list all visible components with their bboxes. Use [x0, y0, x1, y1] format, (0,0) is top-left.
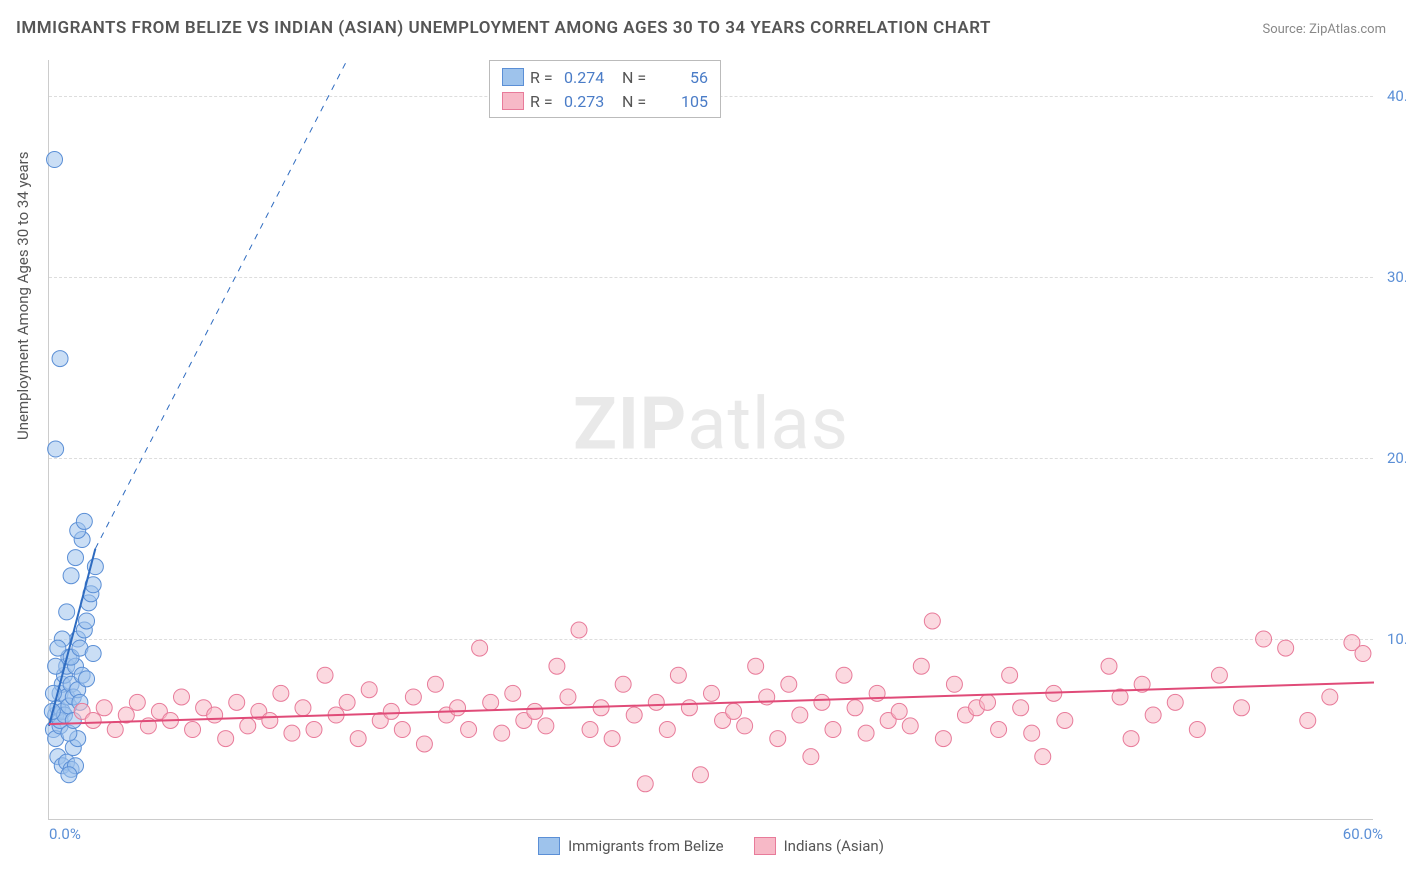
y-tick: 10.0% — [1377, 630, 1406, 648]
legend-label-belize: Immigrants from Belize — [568, 837, 724, 855]
legend-row-indians: R = 0.273 N = 105 — [502, 89, 708, 113]
x-axis-min: 0.0% — [49, 825, 81, 843]
legend-correlation: R = 0.274 N = 56 R = 0.273 N = 105 — [489, 60, 721, 118]
legend-row-belize: R = 0.274 N = 56 — [502, 65, 708, 89]
y-tick: 20.0% — [1377, 449, 1406, 467]
correlation-chart: IMMIGRANTS FROM BELIZE VS INDIAN (ASIAN)… — [0, 0, 1406, 892]
chart-title: IMMIGRANTS FROM BELIZE VS INDIAN (ASIAN)… — [16, 18, 991, 38]
swatch-belize-icon — [538, 837, 560, 855]
y-axis-label: Unemployment Among Ages 30 to 34 years — [14, 152, 32, 440]
swatch-belize — [502, 68, 524, 86]
x-axis-max: 60.0% — [1343, 825, 1383, 843]
legend-item-indians: Indians (Asian) — [754, 837, 884, 855]
plot-area: ZIPatlas R = 0.274 N = 56 R = 0.273 N = … — [48, 60, 1373, 820]
scatter-layer — [49, 60, 1373, 819]
y-tick: 30.0% — [1377, 268, 1406, 286]
swatch-indians — [502, 92, 524, 110]
legend-series: Immigrants from Belize Indians (Asian) — [49, 837, 1373, 855]
source-attribution: Source: ZipAtlas.com — [1262, 22, 1386, 37]
legend-item-belize: Immigrants from Belize — [538, 837, 724, 855]
swatch-indians-icon — [754, 837, 776, 855]
y-tick: 40.0% — [1377, 87, 1406, 105]
legend-label-indians: Indians (Asian) — [784, 837, 884, 855]
